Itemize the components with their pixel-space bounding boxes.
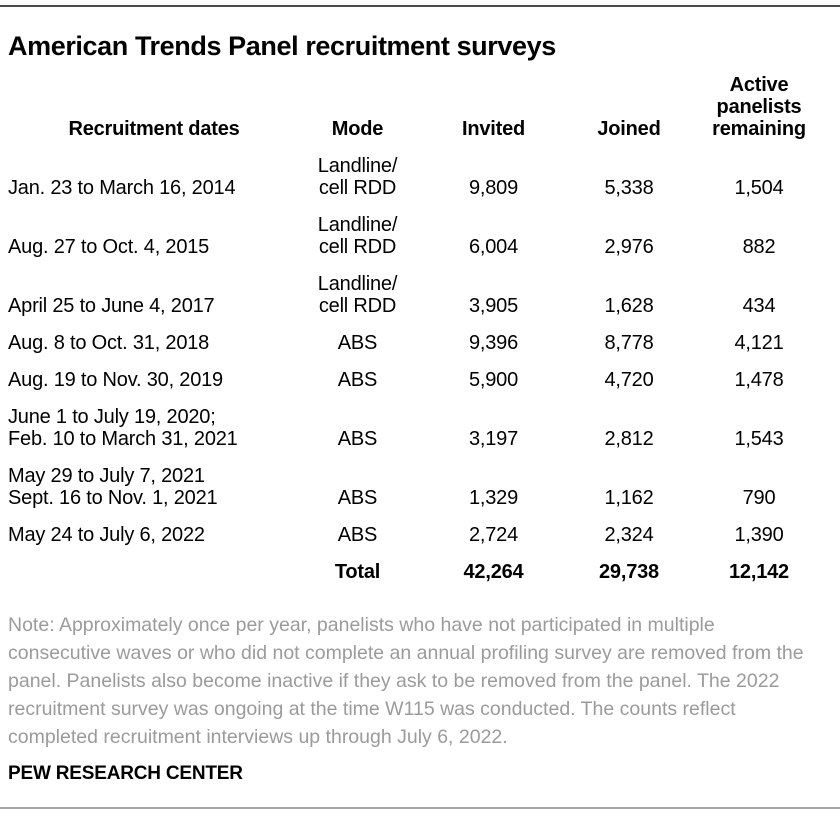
invited-cell: 6,004: [468, 236, 519, 258]
table-row: May 24 to July 6, 2022 ABS 2,724 2,324 1…: [8, 509, 832, 546]
joined-cell: 4,720: [604, 369, 654, 391]
table-row: Aug. 8 to Oct. 31, 2018 ABS 9,396 8,778 …: [8, 317, 832, 354]
mode-cell: ABS: [337, 487, 378, 509]
table-row: April 25 to June 4, 2017 Landline/ cell …: [8, 258, 832, 317]
figure-container: American Trends Panel recruitment survey…: [0, 31, 840, 785]
recruitment-dates-cell: May 29 to July 7, 2021 Sept. 16 to Nov. …: [8, 465, 218, 509]
mode-cell: Landline/ cell RDD: [317, 273, 398, 317]
mode-cell: Landline/ cell RDD: [317, 214, 398, 258]
column-header-mode: Mode: [331, 118, 384, 140]
joined-cell: 2,812: [604, 428, 654, 450]
joined-cell: 1,162: [604, 487, 654, 509]
total-joined: 29,738: [599, 561, 659, 583]
mode-cell: Landline/ cell RDD: [317, 155, 398, 199]
footnote-text: Note: Approximately once per year, panel…: [8, 614, 804, 748]
invited-cell: 5,900: [468, 369, 519, 391]
mode-cell: ABS: [337, 332, 378, 354]
mode-cell: ABS: [337, 369, 378, 391]
invited-cell: 3,905: [468, 295, 519, 317]
active-remaining-cell: 1,390: [734, 524, 784, 546]
joined-cell: 5,338: [604, 177, 654, 199]
top-rule: [0, 5, 840, 7]
invited-cell: 2,724: [468, 524, 519, 546]
invited-cell: 9,809: [468, 177, 519, 199]
active-remaining-cell: 1,504: [734, 177, 784, 199]
recruitment-dates-cell: Aug. 8 to Oct. 31, 2018: [8, 332, 210, 354]
invited-cell: 1,329: [468, 487, 519, 509]
invited-cell: 9,396: [468, 332, 519, 354]
joined-cell: 1,628: [604, 295, 654, 317]
active-remaining-cell: 434: [742, 295, 776, 317]
joined-cell: 2,976: [604, 236, 654, 258]
invited-cell: 3,197: [468, 428, 519, 450]
table-row: Aug. 19 to Nov. 30, 2019 ABS 5,900 4,720…: [8, 354, 832, 391]
recruitment-surveys-table: Recruitment dates Mode Invited Joined Ac…: [8, 62, 832, 583]
mode-cell: ABS: [337, 428, 378, 450]
active-remaining-cell: 1,543: [734, 428, 784, 450]
recruitment-dates-cell: Aug. 27 to Oct. 4, 2015: [8, 236, 210, 258]
total-active-remaining: 12,142: [729, 561, 789, 583]
total-invited: 42,264: [463, 561, 524, 583]
column-header-active-panelists-remaining: Active panelists remaining: [712, 74, 806, 140]
joined-cell: 8,778: [604, 332, 654, 354]
joined-cell: 2,324: [604, 524, 654, 546]
column-header-recruitment-dates: Recruitment dates: [68, 118, 240, 140]
active-remaining-cell: 882: [742, 236, 776, 258]
recruitment-dates-cell: May 24 to July 6, 2022: [8, 524, 205, 546]
table-header-row: Recruitment dates Mode Invited Joined Ac…: [8, 62, 832, 140]
mode-cell: ABS: [337, 524, 378, 546]
table-row: Jan. 23 to March 16, 2014 Landline/ cell…: [8, 140, 832, 199]
total-label: Total: [334, 561, 381, 583]
recruitment-dates-cell: Jan. 23 to March 16, 2014: [8, 177, 236, 199]
recruitment-dates-cell: Aug. 19 to Nov. 30, 2019: [8, 369, 223, 391]
active-remaining-cell: 1,478: [734, 369, 784, 391]
table-total-row: Total 42,264 29,738 12,142: [8, 546, 832, 583]
total-empty-cell: [8, 546, 300, 583]
page-title: American Trends Panel recruitment survey…: [8, 31, 556, 61]
pew-research-center-wordmark: PEW RESEARCH CENTER: [8, 763, 243, 784]
table-row: Aug. 27 to Oct. 4, 2015 Landline/ cell R…: [8, 199, 832, 258]
bottom-rule: [0, 807, 840, 809]
active-remaining-cell: 790: [742, 487, 776, 509]
column-header-invited: Invited: [461, 118, 526, 140]
recruitment-dates-cell: April 25 to June 4, 2017: [8, 295, 215, 317]
table-row: May 29 to July 7, 2021 Sept. 16 to Nov. …: [8, 450, 832, 509]
column-header-joined: Joined: [597, 118, 661, 140]
table-row: June 1 to July 19, 2020; Feb. 10 to Marc…: [8, 391, 832, 450]
recruitment-dates-cell: June 1 to July 19, 2020; Feb. 10 to Marc…: [8, 406, 238, 450]
active-remaining-cell: 4,121: [734, 332, 784, 354]
